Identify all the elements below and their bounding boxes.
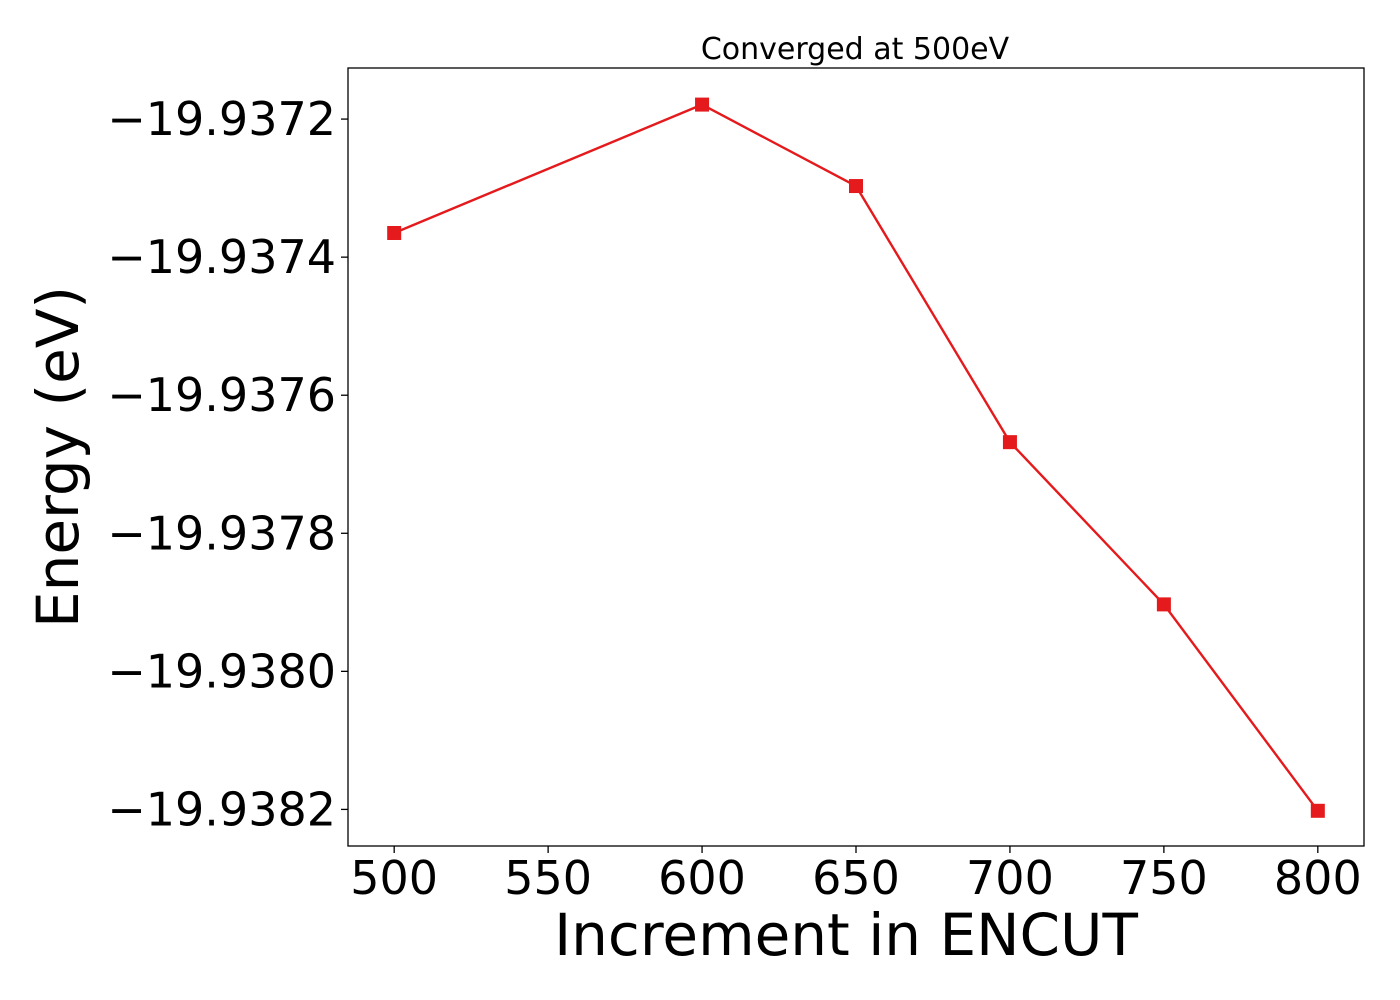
y-tick-label: −19.9374	[107, 230, 336, 284]
data-point-marker	[1002, 435, 1017, 450]
series-layer	[387, 97, 1325, 818]
x-tick-label: 700	[966, 851, 1054, 905]
x-tick-label: 500	[350, 851, 438, 905]
chart-title: Converged at 500eV	[701, 32, 1010, 67]
x-tick-label: 650	[812, 851, 900, 905]
y-tick-label: −19.9382	[107, 782, 336, 836]
y-axis-label: Energy (eV)	[24, 286, 92, 628]
data-point-marker	[387, 225, 402, 240]
y-tick-label: −19.9376	[107, 368, 336, 422]
data-point-marker	[695, 97, 710, 112]
x-tick-label: 800	[1274, 851, 1362, 905]
series-line	[393, 103, 1319, 812]
x-axis: 500 550 600 650 700 750 800	[350, 846, 1362, 905]
x-axis-label: Increment in ENCUT	[554, 901, 1138, 969]
y-tick-label: −19.9380	[107, 644, 336, 698]
data-point-marker	[1156, 597, 1171, 612]
y-tick-label: −19.9378	[107, 506, 336, 560]
data-point-marker	[849, 179, 863, 194]
y-axis: −19.9372 −19.9374 −19.9376 −19.9378 −19.9380…	[107, 92, 348, 836]
x-tick-label: 750	[1120, 851, 1208, 905]
x-tick-label: 600	[658, 851, 746, 905]
data-point-marker	[1310, 803, 1325, 818]
y-tick-label: −19.9372	[107, 92, 336, 146]
x-tick-label: 550	[504, 851, 592, 905]
plot-area	[347, 67, 1365, 847]
